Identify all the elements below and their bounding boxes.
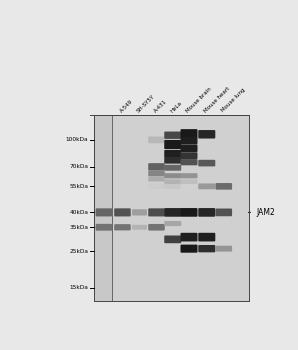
FancyBboxPatch shape [181,152,198,159]
FancyBboxPatch shape [198,233,215,241]
FancyBboxPatch shape [114,208,131,216]
Text: 55kDa: 55kDa [69,184,89,189]
Text: SH-SY5Y: SH-SY5Y [136,93,156,113]
FancyBboxPatch shape [164,157,181,164]
FancyBboxPatch shape [148,170,165,176]
Text: HeLa: HeLa [169,100,183,113]
FancyBboxPatch shape [181,184,198,189]
FancyBboxPatch shape [164,132,181,139]
FancyBboxPatch shape [198,183,215,189]
FancyBboxPatch shape [148,184,165,189]
Text: 25kDa: 25kDa [69,249,89,254]
Text: A-549: A-549 [119,98,134,113]
FancyBboxPatch shape [198,208,215,217]
FancyBboxPatch shape [132,209,147,216]
FancyBboxPatch shape [181,159,198,165]
Text: Mouse brain: Mouse brain [185,86,213,113]
FancyBboxPatch shape [215,183,232,190]
FancyBboxPatch shape [148,176,165,182]
FancyBboxPatch shape [181,233,198,241]
FancyBboxPatch shape [164,179,181,184]
FancyBboxPatch shape [164,173,181,178]
FancyBboxPatch shape [164,221,181,226]
Text: 35kDa: 35kDa [69,225,89,230]
FancyBboxPatch shape [181,137,198,144]
FancyBboxPatch shape [96,208,112,216]
Text: 70kDa: 70kDa [69,164,89,169]
Text: Mouse heart: Mouse heart [203,86,231,113]
FancyBboxPatch shape [215,246,232,252]
Text: 40kDa: 40kDa [69,210,89,215]
FancyBboxPatch shape [198,160,215,166]
Text: A-431: A-431 [153,98,168,113]
FancyBboxPatch shape [148,136,165,143]
Text: Mouse lung: Mouse lung [220,88,246,113]
FancyBboxPatch shape [132,225,147,230]
Text: 15kDa: 15kDa [70,285,89,290]
FancyBboxPatch shape [181,179,198,184]
FancyBboxPatch shape [164,208,181,217]
FancyBboxPatch shape [181,129,198,138]
FancyBboxPatch shape [148,163,165,170]
FancyBboxPatch shape [164,140,181,149]
FancyBboxPatch shape [96,224,112,231]
FancyBboxPatch shape [148,208,165,216]
Text: 100kDa: 100kDa [66,137,89,142]
FancyBboxPatch shape [181,208,198,217]
FancyBboxPatch shape [198,245,215,252]
Bar [94,115,249,301]
FancyBboxPatch shape [164,236,181,243]
FancyBboxPatch shape [164,184,181,189]
Text: JAM2: JAM2 [257,208,275,217]
FancyBboxPatch shape [164,165,181,171]
FancyBboxPatch shape [198,130,215,139]
FancyBboxPatch shape [181,144,198,152]
FancyBboxPatch shape [181,173,198,178]
FancyBboxPatch shape [215,209,232,216]
FancyBboxPatch shape [181,245,198,253]
FancyBboxPatch shape [148,224,165,231]
Bar [94,115,112,301]
FancyBboxPatch shape [114,224,131,230]
FancyBboxPatch shape [164,150,181,158]
